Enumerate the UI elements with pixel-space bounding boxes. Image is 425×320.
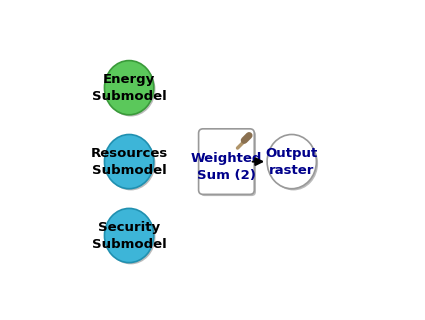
Text: Resources
Submodel: Resources Submodel: [91, 147, 168, 177]
Ellipse shape: [269, 136, 318, 190]
Text: Weighted
Sum (2): Weighted Sum (2): [191, 152, 262, 181]
Ellipse shape: [105, 134, 154, 189]
Text: Energy
Submodel: Energy Submodel: [92, 73, 167, 103]
Ellipse shape: [106, 136, 156, 190]
Ellipse shape: [105, 208, 154, 263]
Text: Output
raster: Output raster: [266, 147, 318, 177]
Ellipse shape: [267, 134, 316, 189]
Ellipse shape: [106, 210, 156, 264]
FancyBboxPatch shape: [198, 129, 254, 194]
Ellipse shape: [105, 60, 154, 115]
Ellipse shape: [106, 62, 156, 116]
Text: Security
Submodel: Security Submodel: [92, 220, 167, 251]
FancyBboxPatch shape: [200, 131, 256, 196]
